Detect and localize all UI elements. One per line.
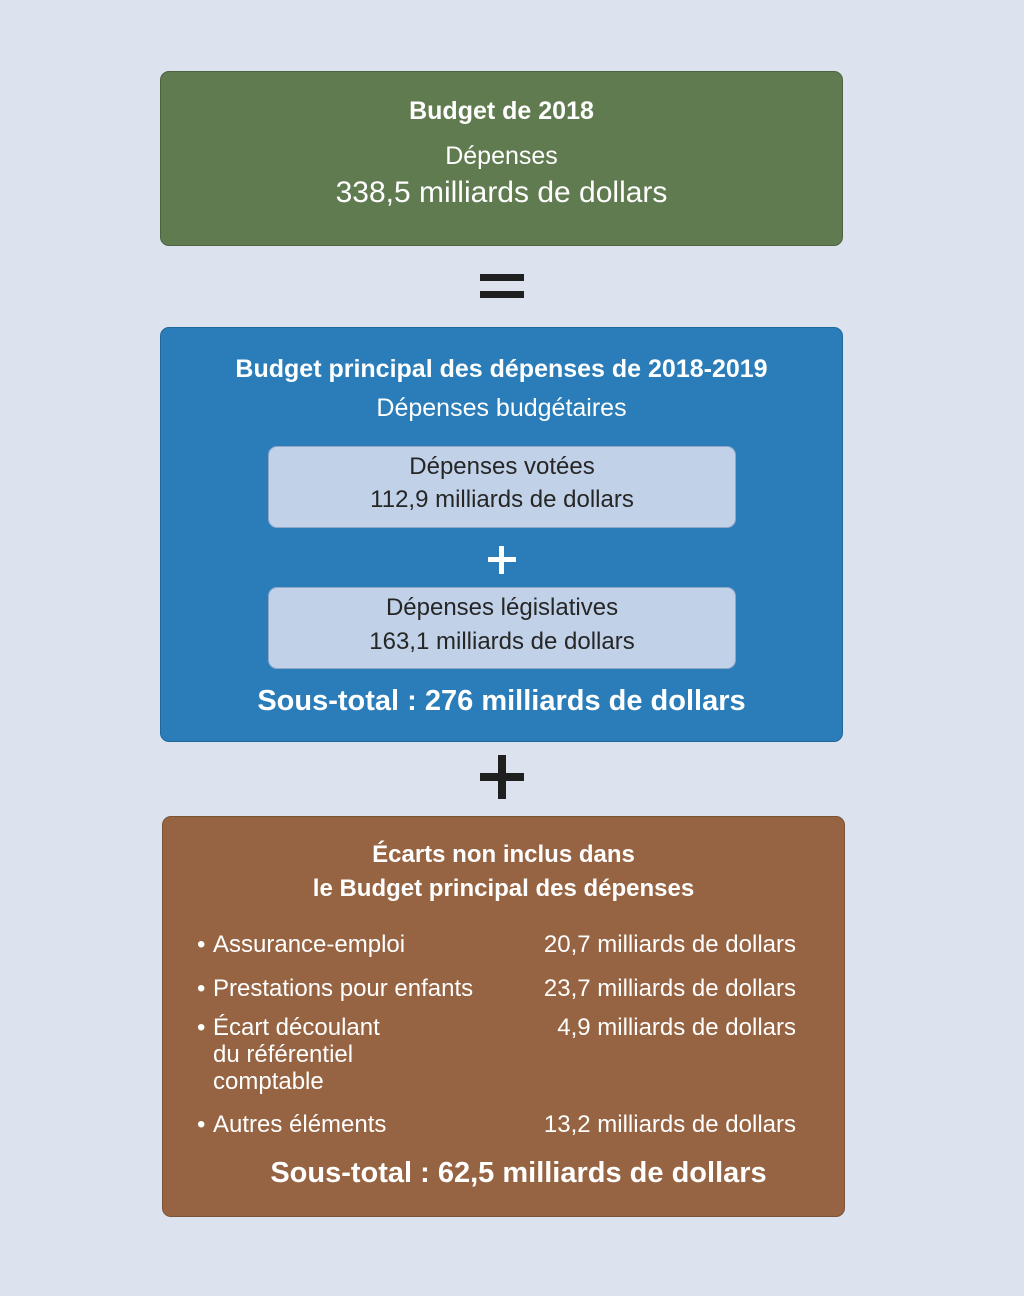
gap-item-label-line: Prestations pour enfants [213, 975, 474, 1002]
statutory-spending-label: Dépenses législatives [385, 594, 619, 621]
gap-item-label: Prestations pour enfants [213, 975, 473, 1002]
voted-spending-amount: 112,9 milliards de dollars [370, 486, 634, 513]
bullet: • [197, 975, 206, 1002]
gaps-box: Écarts non inclus dans le Budget princip… [162, 816, 845, 1217]
bullet: • [197, 931, 206, 958]
main-estimates-title: Budget principal des dépenses de 2018-20… [235, 355, 768, 383]
voted-spending-box: Dépenses votées 112,9 milliards de dolla… [268, 446, 736, 528]
bullet: • [197, 1111, 206, 1138]
gap-item-label-line: Autres éléments [213, 1111, 387, 1138]
gap-item-label-line: Assurance-emploi [213, 931, 406, 958]
budget-title: Budget de 2018 [409, 97, 594, 125]
main-estimates-subtotal: Sous-total : 276 milliards de dollars [257, 685, 746, 717]
gap-item-amount: 20,7 milliards de dollars [543, 931, 796, 958]
equals-bar-top [480, 274, 524, 281]
gap-item-amount: 13,2 milliards de dollars [543, 1111, 796, 1138]
gaps-title-line2: le Budget principal des dépenses [312, 875, 695, 902]
plus-small-vertical [499, 546, 504, 574]
gap-item-label-line: Écart découlant [213, 1014, 380, 1041]
gap-item-amount: 23,7 milliards de dollars [543, 975, 796, 1002]
gap-item-label: Assurance-emploi [213, 931, 405, 958]
voted-spending-label: Dépenses votées [409, 453, 595, 480]
gap-item-amount: 4,9 milliards de dollars [557, 1014, 796, 1041]
gap-item-label-line: comptable [213, 1068, 324, 1095]
gaps-title-line1: Écarts non inclus dans [372, 841, 635, 868]
main-estimates-box: Budget principal des dépenses de 2018-20… [160, 327, 843, 742]
budget-amount: 338,5 milliards de dollars [335, 176, 668, 209]
bullet: • [197, 1014, 206, 1041]
main-estimates-subtitle: Dépenses budgétaires [376, 394, 627, 422]
equals-bar-bottom [480, 291, 524, 298]
gap-item-label-line: du référentiel [213, 1041, 354, 1068]
statutory-spending-box: Dépenses législatives 163,1 milliards de… [268, 587, 736, 669]
budget-2018-box: Budget de 2018 Dépenses 338,5 milliards … [160, 71, 843, 246]
gap-item-label: Autres éléments [213, 1111, 386, 1138]
gaps-subtotal: Sous-total : 62,5 milliards de dollars [270, 1157, 767, 1189]
plus-large-vertical [498, 755, 506, 799]
statutory-spending-amount: 163,1 milliards de dollars [369, 628, 635, 655]
budget-subtitle: Dépenses [445, 142, 558, 170]
gap-item-label: Écart découlant du référentiel comptable [213, 1014, 380, 1095]
